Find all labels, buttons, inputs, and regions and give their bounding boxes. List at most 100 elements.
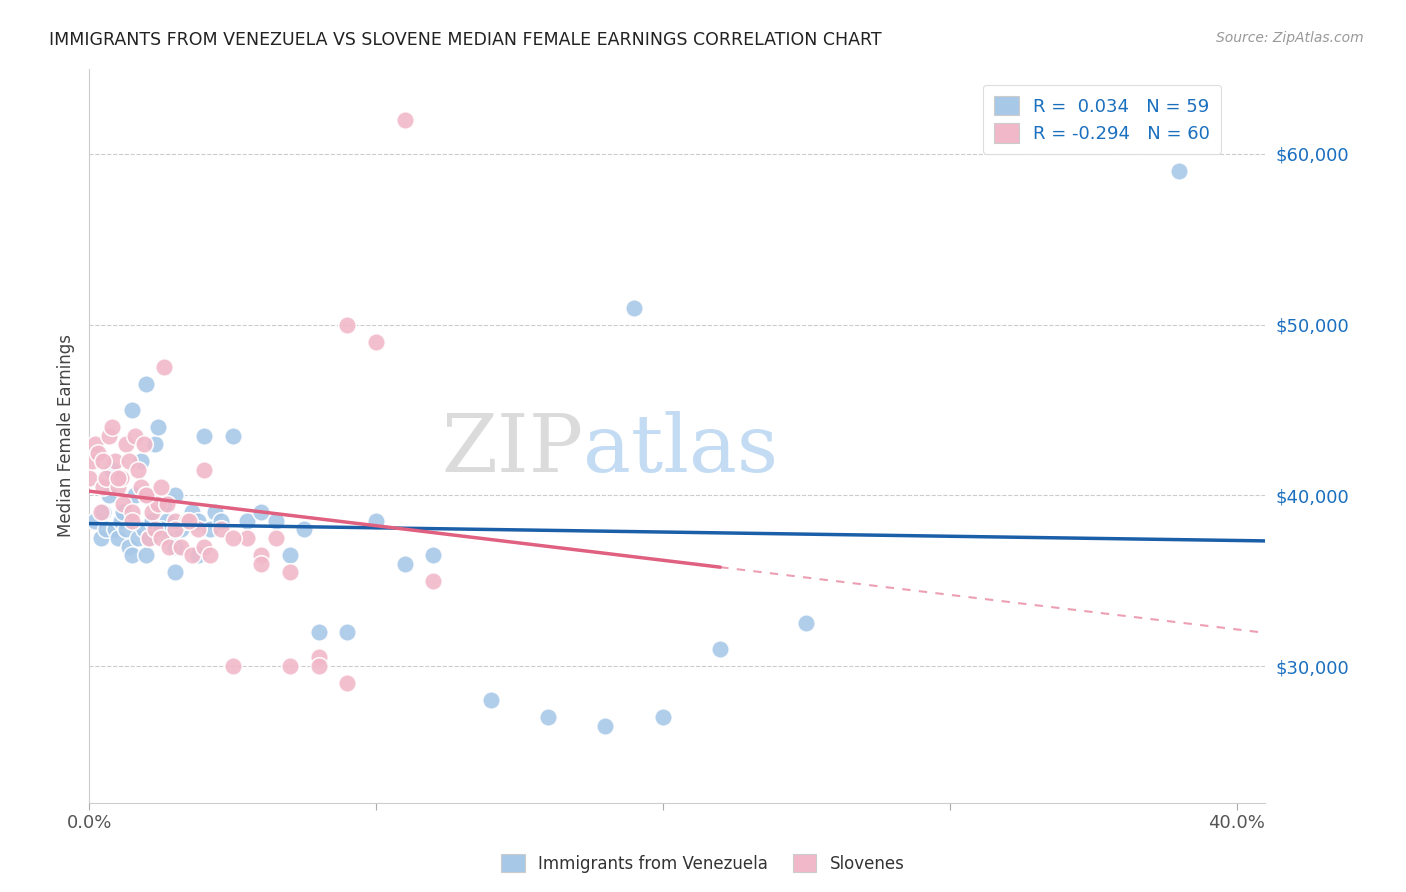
Point <box>187 548 209 562</box>
Point <box>141 505 163 519</box>
Point <box>118 540 141 554</box>
Point <box>181 505 204 519</box>
Point <box>394 112 416 127</box>
Point <box>264 514 287 528</box>
Point <box>179 514 201 528</box>
Point <box>152 360 174 375</box>
Point <box>170 540 193 554</box>
Point <box>170 523 193 537</box>
Point <box>83 437 105 451</box>
Point <box>104 523 127 537</box>
Point <box>165 523 187 537</box>
Point <box>98 488 121 502</box>
Y-axis label: Median Female Earnings: Median Female Earnings <box>58 334 75 537</box>
Point <box>181 548 204 562</box>
Point <box>146 420 169 434</box>
Point <box>90 531 112 545</box>
Point <box>479 693 502 707</box>
Point <box>118 454 141 468</box>
Point <box>135 377 157 392</box>
Point <box>165 514 187 528</box>
Point <box>176 514 198 528</box>
Point <box>115 523 138 537</box>
Point <box>794 616 817 631</box>
Point <box>364 334 387 349</box>
Point <box>135 488 157 502</box>
Point <box>121 403 143 417</box>
Point <box>209 514 232 528</box>
Point <box>155 497 177 511</box>
Point <box>135 488 157 502</box>
Point <box>193 463 215 477</box>
Point <box>115 437 138 451</box>
Point <box>165 565 187 579</box>
Point <box>93 480 115 494</box>
Point <box>104 454 127 468</box>
Point <box>394 557 416 571</box>
Point <box>146 497 169 511</box>
Text: atlas: atlas <box>583 411 779 489</box>
Point <box>138 531 160 545</box>
Point <box>98 428 121 442</box>
Point <box>250 505 273 519</box>
Point <box>292 523 315 537</box>
Point <box>124 488 146 502</box>
Point <box>83 514 105 528</box>
Point <box>1168 164 1191 178</box>
Point <box>157 531 180 545</box>
Point <box>336 676 359 690</box>
Point <box>250 548 273 562</box>
Point <box>165 540 187 554</box>
Point <box>278 565 301 579</box>
Point <box>204 505 226 519</box>
Point <box>90 505 112 519</box>
Point <box>107 471 129 485</box>
Point <box>96 523 118 537</box>
Point <box>80 454 103 468</box>
Point <box>198 548 221 562</box>
Point <box>132 523 155 537</box>
Point <box>155 514 177 528</box>
Point <box>121 548 143 562</box>
Point <box>308 650 330 665</box>
Point <box>110 514 132 528</box>
Point <box>93 505 115 519</box>
Point <box>127 531 149 545</box>
Text: IMMIGRANTS FROM VENEZUELA VS SLOVENE MEDIAN FEMALE EARNINGS CORRELATION CHART: IMMIGRANTS FROM VENEZUELA VS SLOVENE MED… <box>49 31 882 49</box>
Point <box>336 318 359 332</box>
Point <box>143 437 166 451</box>
Point <box>110 471 132 485</box>
Point <box>101 420 124 434</box>
Point <box>221 531 243 545</box>
Point <box>143 523 166 537</box>
Point <box>141 514 163 528</box>
Point <box>264 531 287 545</box>
Point <box>135 548 157 562</box>
Point <box>236 531 259 545</box>
Point <box>121 514 143 528</box>
Point <box>187 523 209 537</box>
Point <box>422 548 444 562</box>
Point <box>221 659 243 673</box>
Point <box>278 659 301 673</box>
Point <box>336 624 359 639</box>
Text: Source: ZipAtlas.com: Source: ZipAtlas.com <box>1216 31 1364 45</box>
Point <box>193 428 215 442</box>
Point <box>198 523 221 537</box>
Point <box>308 659 330 673</box>
Point <box>107 531 129 545</box>
Point <box>709 642 731 657</box>
Point <box>127 463 149 477</box>
Point <box>149 531 172 545</box>
Point <box>77 471 100 485</box>
Point <box>308 624 330 639</box>
Point <box>112 497 135 511</box>
Point <box>422 574 444 588</box>
Point <box>165 488 187 502</box>
Point <box>101 463 124 477</box>
Point <box>537 710 560 724</box>
Point <box>209 523 232 537</box>
Point <box>86 445 108 459</box>
Point <box>176 514 198 528</box>
Point <box>132 437 155 451</box>
